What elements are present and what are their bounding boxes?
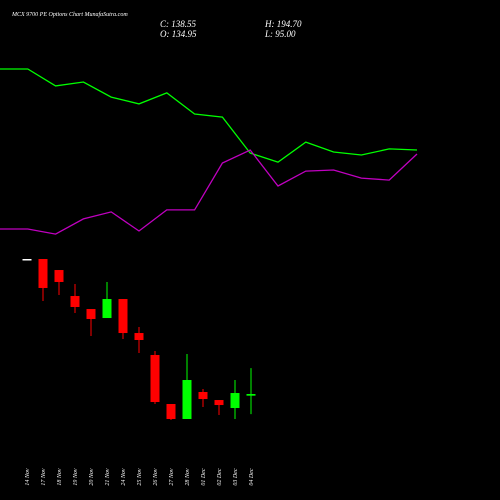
low-label: L: 95.00: [264, 29, 296, 39]
candle-body: [246, 394, 256, 396]
line-series: [0, 149, 418, 235]
candle-body: [134, 333, 144, 340]
x-tick-label: 28 Nov: [185, 468, 191, 486]
x-tick-label: 02 Dec: [217, 468, 223, 485]
candle-body: [70, 296, 80, 307]
x-tick-label: 21 Nov: [105, 468, 111, 486]
open-label: O: 134.95: [160, 29, 197, 39]
x-tick-label: 27 Nov: [169, 468, 175, 486]
x-tick-label: 20 Nov: [89, 468, 95, 486]
x-tick-label: 26 Nov: [153, 468, 159, 486]
candle-body: [38, 258, 48, 288]
candle-body: [150, 354, 160, 403]
x-tick-label: 17 Nov: [41, 468, 47, 486]
x-tick-label: 24 Nov: [120, 468, 127, 486]
x-tick-label: 18 Nov: [57, 468, 63, 486]
x-tick-label: 04 Dec: [248, 468, 255, 485]
candle-body: [86, 309, 96, 319]
x-tick-label: 03 Dec: [233, 468, 239, 485]
candle-body: [230, 393, 240, 409]
close-label: C: 138.55: [160, 19, 197, 29]
x-tick-label: 14 Nov: [24, 468, 31, 486]
candle-body: [166, 404, 176, 420]
chart-title: MCX 9700 PE Options Chart MunafaSutra.co…: [11, 11, 128, 18]
x-tick-label: 19 Nov: [73, 468, 79, 486]
candle-body: [54, 270, 64, 282]
high-label: H: 194.70: [264, 19, 302, 29]
x-tick-label: 01 Dec: [201, 468, 207, 485]
x-tick-label: 25 Nov: [137, 468, 143, 486]
candle-body: [22, 258, 32, 261]
line-series: [0, 68, 418, 163]
candle-body: [118, 299, 128, 334]
candle-body: [198, 392, 208, 400]
candle-body: [102, 299, 112, 319]
candle-body: [182, 380, 192, 420]
candle-body: [214, 400, 224, 406]
